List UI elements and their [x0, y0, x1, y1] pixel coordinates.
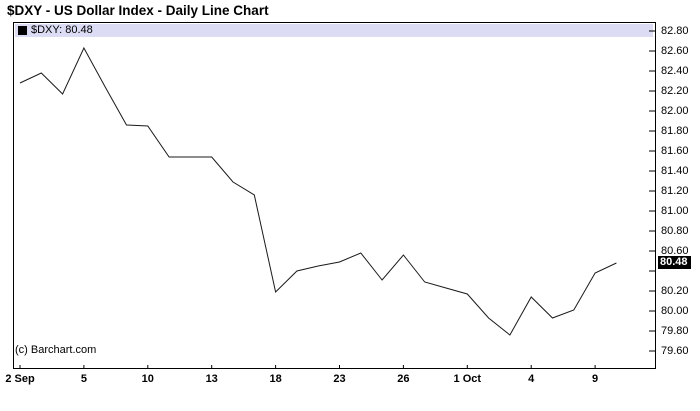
x-axis-label: 10 — [141, 373, 154, 385]
last-price-label: 80.48 — [658, 256, 691, 269]
x-axis-label: 4 — [528, 373, 535, 385]
y-axis-label: 81.40 — [661, 165, 689, 177]
y-axis-label: 81.20 — [661, 185, 689, 197]
chart-title: $DXY - US Dollar Index - Daily Line Char… — [7, 3, 269, 18]
y-axis-label: 81.80 — [661, 125, 689, 137]
copyright-text: (c) Barchart.com — [15, 344, 97, 356]
x-axis-label: 23 — [333, 373, 346, 385]
y-axis-label: 82.20 — [661, 85, 689, 97]
x-axis-label: 13 — [205, 373, 218, 385]
y-axis-label: 82.40 — [661, 65, 689, 77]
x-axis-label: 2 Sep — [5, 373, 35, 385]
y-axis-label: 80.80 — [661, 225, 689, 237]
y-axis-label: 79.60 — [661, 345, 689, 357]
legend-bar: $DXY: 80.48 — [15, 24, 653, 37]
x-axis-label: 18 — [269, 373, 282, 385]
y-axis-label: 79.80 — [661, 325, 689, 337]
plot-area: $DXY: 80.48 — [13, 22, 656, 369]
x-axis-label: 1 Oct — [453, 373, 482, 385]
y-axis-label: 80.00 — [661, 305, 689, 317]
legend-label: $DXY: 80.48 — [31, 24, 93, 36]
y-axis-label: 80.20 — [661, 285, 689, 297]
y-axis-label: 81.00 — [661, 205, 689, 217]
x-axis-label: 5 — [80, 373, 87, 385]
y-axis-label: 82.80 — [661, 25, 689, 37]
y-axis-label: 82.60 — [661, 45, 689, 57]
x-axis-label: 9 — [592, 373, 599, 385]
y-axis-label: 81.60 — [661, 145, 689, 157]
x-axis-label: 26 — [397, 373, 410, 385]
series-marker-icon — [18, 26, 27, 35]
y-axis-label: 80.60 — [661, 245, 689, 257]
y-axis-label: 82.00 — [661, 105, 689, 117]
